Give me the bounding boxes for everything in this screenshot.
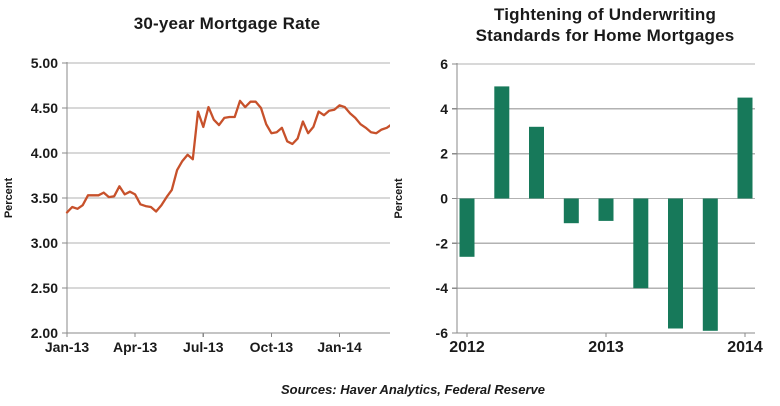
mortgage-rate-chart-title: 30-year Mortgage Rate [133, 14, 321, 33]
y-axis-title: Percent [393, 178, 405, 219]
svg-text:4: 4 [440, 101, 448, 117]
bar-2013-q3 [668, 198, 683, 329]
x-tick-labels: Jan-13 Apr-13 Jul-13 Oct-13 Jan-14 [45, 333, 362, 355]
bar-2012-q4 [563, 198, 579, 224]
underwriting-chart-title-line2: Standards for Home Mortgages [475, 26, 735, 45]
bar-2014-q1 [737, 97, 753, 199]
svg-text:5.00: 5.00 [31, 55, 58, 71]
svg-text:2.00: 2.00 [31, 325, 58, 341]
svg-text:3.00: 3.00 [31, 235, 58, 251]
svg-text:Jan-14: Jan-14 [317, 339, 362, 355]
bar-2013-q1 [598, 198, 614, 221]
mortgage-rate-line-chart: 5.00 4.50 4.00 3.50 3.00 2.50 2.00 Percent Jan-1… [3, 55, 390, 355]
svg-text:4.00: 4.00 [31, 145, 58, 161]
bar-2012-q1 [459, 198, 475, 257]
svg-text:2012: 2012 [449, 339, 485, 356]
y-axis-title: Percent [3, 177, 15, 218]
mortgage-rate-line [65, 99, 390, 214]
svg-text:2014: 2014 [727, 339, 763, 356]
y-tick-labels: 6 4 2 0 -2 -4 -6 [436, 56, 449, 341]
svg-text:2.50: 2.50 [31, 280, 58, 296]
axes [66, 62, 390, 334]
underwriting-chart-title-line1: Tightening of Underwriting [493, 5, 717, 24]
svg-text:Apr-13: Apr-13 [113, 339, 158, 355]
quarterly-bars [459, 86, 753, 331]
source-note: Sources: Haver Analytics, Federal Reserv… [281, 382, 545, 397]
underwriting-standards-bar-chart: 6 4 2 0 -2 -4 -6 Percent 2012 2013 2014 [393, 56, 763, 356]
underwriting-chart-title: Tightening of Underwriting Standards for… [452, 4, 758, 46]
bar-2013-q2 [633, 198, 649, 289]
svg-text:Oct-13: Oct-13 [250, 339, 294, 355]
svg-text:-4: -4 [436, 280, 449, 296]
svg-text:0: 0 [440, 191, 448, 207]
bar-2012-q3 [529, 126, 544, 199]
y-gridlines [67, 62, 390, 334]
svg-text:2: 2 [440, 146, 448, 162]
svg-text:-2: -2 [436, 235, 449, 251]
y-tick-labels: 5.00 4.50 4.00 3.50 3.00 2.50 2.00 [31, 55, 58, 341]
svg-text:2013: 2013 [588, 339, 624, 356]
y-axis-ticks [452, 63, 457, 334]
svg-text:6: 6 [440, 56, 448, 72]
bar-2013-q4 [702, 198, 718, 331]
svg-text:-6: -6 [436, 325, 449, 341]
svg-text:Jul-13: Jul-13 [183, 339, 224, 355]
svg-text:3.50: 3.50 [31, 190, 58, 206]
svg-text:Jan-13: Jan-13 [45, 339, 90, 355]
y-axis-ticks [62, 62, 67, 334]
x-tick-labels: 2012 2013 2014 [449, 333, 763, 356]
bar-2012-q2 [494, 86, 510, 199]
svg-text:4.50: 4.50 [31, 100, 58, 116]
